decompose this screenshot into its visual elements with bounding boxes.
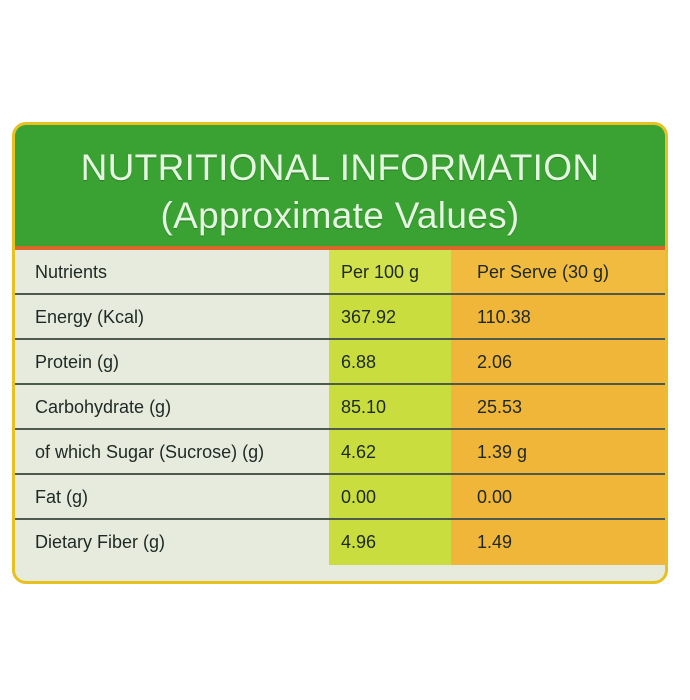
header-nutrients: Nutrients bbox=[15, 250, 329, 293]
value-per-100g: 4.62 bbox=[329, 430, 451, 473]
table-row: Protein (g) 6.88 2.06 bbox=[15, 340, 665, 385]
table-row: Carbohydrate (g) 85.10 25.53 bbox=[15, 385, 665, 430]
table-header-row: Nutrients Per 100 g Per Serve (30 g) bbox=[15, 250, 665, 295]
value-per-serve: 110.38 bbox=[451, 295, 665, 338]
table-row: of which Sugar (Sucrose) (g) 4.62 1.39 g bbox=[15, 430, 665, 475]
value-per-serve: 1.39 g bbox=[451, 430, 665, 473]
header-per-serve: Per Serve (30 g) bbox=[451, 250, 665, 293]
value-per-serve: 2.06 bbox=[451, 340, 665, 383]
value-per-serve: 0.00 bbox=[451, 475, 665, 518]
value-per-100g: 367.92 bbox=[329, 295, 451, 338]
title-line-2: (Approximate Values) bbox=[160, 195, 520, 236]
label-header: NUTRITIONAL INFORMATION (Approximate Val… bbox=[15, 125, 665, 250]
value-per-100g: 6.88 bbox=[329, 340, 451, 383]
nutrient-name: Energy (Kcal) bbox=[15, 295, 329, 338]
title-line-1: NUTRITIONAL INFORMATION bbox=[80, 147, 600, 188]
header-per-100g: Per 100 g bbox=[329, 250, 451, 293]
value-per-100g: 4.96 bbox=[329, 520, 451, 565]
value-per-serve: 1.49 bbox=[451, 520, 665, 565]
nutrient-name: Protein (g) bbox=[15, 340, 329, 383]
nutrient-name: Carbohydrate (g) bbox=[15, 385, 329, 428]
value-per-100g: 85.10 bbox=[329, 385, 451, 428]
table-row: Fat (g) 0.00 0.00 bbox=[15, 475, 665, 520]
nutrient-name: of which Sugar (Sucrose) (g) bbox=[15, 430, 329, 473]
nutrient-name: Dietary Fiber (g) bbox=[15, 520, 329, 565]
nutrition-table: Nutrients Per 100 g Per Serve (30 g) Ene… bbox=[15, 250, 665, 565]
value-per-serve: 25.53 bbox=[451, 385, 665, 428]
nutrient-name: Fat (g) bbox=[15, 475, 329, 518]
nutrition-label: NUTRITIONAL INFORMATION (Approximate Val… bbox=[12, 122, 668, 584]
table-row: Dietary Fiber (g) 4.96 1.49 bbox=[15, 520, 665, 565]
table-row: Energy (Kcal) 367.92 110.38 bbox=[15, 295, 665, 340]
value-per-100g: 0.00 bbox=[329, 475, 451, 518]
